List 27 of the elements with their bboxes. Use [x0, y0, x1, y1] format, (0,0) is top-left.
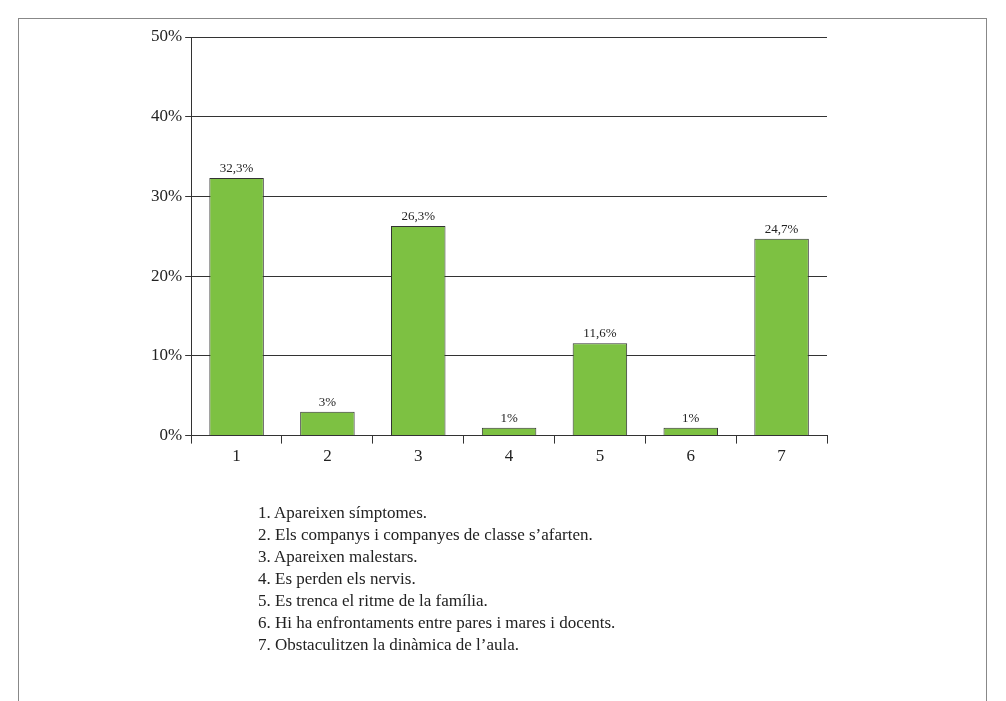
x-tick-label: 1	[232, 446, 241, 466]
x-tick-label: 7	[777, 446, 787, 466]
text: 1. Apareixen símptomes.	[258, 502, 429, 524]
text: 4. Es perden els nervis.	[258, 568, 417, 590]
x-tick-label: 3	[414, 446, 423, 466]
text: 2. Els companys i companyes de classe s’afarten.	[258, 524, 594, 546]
data-label: 32,3%	[219, 160, 254, 176]
y-tick-label: 50%	[150, 26, 183, 46]
x-tick-label: 4	[504, 446, 514, 466]
y-tick-label: 20%	[150, 265, 183, 285]
data-label: 26,3%	[401, 207, 436, 223]
data-label: 1%	[682, 409, 700, 425]
data-label: 24,7%	[764, 220, 799, 236]
y-tick-label: 30%	[150, 185, 183, 205]
x-tick-label: 5	[595, 446, 605, 466]
y-tick-label: 10%	[150, 345, 183, 365]
data-label: 11,6%	[583, 325, 617, 341]
y-tick-label: 40%	[150, 106, 183, 126]
x-tick-label: 6	[686, 446, 695, 466]
data-label: 1%	[500, 409, 518, 425]
text: 7. Obstaculitzen la dinàmica de l’aula.	[258, 634, 521, 656]
text: 3. Apareixen malestars.	[258, 546, 419, 568]
x-tick-label: 2	[323, 446, 332, 466]
text: 6. Hi ha enfrontaments entre pares i mares i docents.	[258, 612, 616, 634]
data-label: 3%	[318, 393, 337, 409]
text: 5. Es trenca el ritme de la família.	[258, 590, 489, 612]
y-tick-label: 0%	[159, 425, 183, 445]
